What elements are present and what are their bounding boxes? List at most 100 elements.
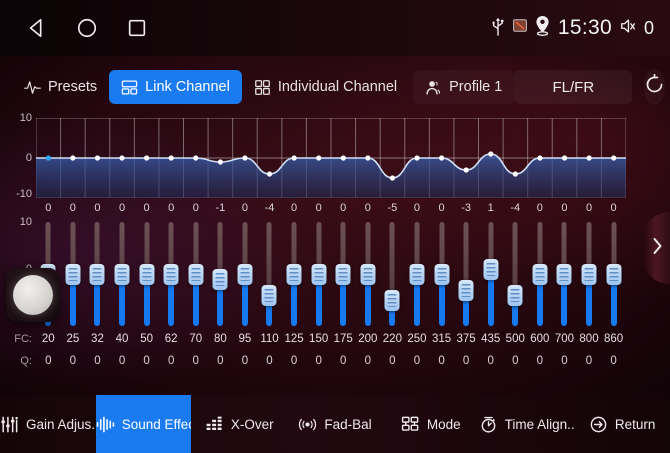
eq-curve-point[interactable] — [414, 155, 420, 161]
q-value[interactable]: 0 — [118, 355, 126, 367]
eq-band-slider[interactable] — [601, 220, 626, 328]
eq-band-slider[interactable] — [233, 220, 258, 328]
q-value[interactable]: 0 — [610, 355, 617, 367]
slider-thumb[interactable] — [139, 264, 155, 285]
fc-value[interactable]: 125 — [284, 333, 304, 345]
eq-band-slider[interactable] — [61, 220, 86, 328]
q-value[interactable]: 0 — [217, 355, 224, 367]
q-value[interactable]: 0 — [290, 355, 298, 367]
eq-band-slider[interactable] — [282, 220, 307, 328]
slider-thumb[interactable] — [409, 264, 425, 285]
q-value[interactable]: 0 — [266, 355, 273, 367]
q-value[interactable]: 0 — [462, 355, 470, 367]
slider-thumb[interactable] — [237, 264, 253, 285]
eq-band-slider[interactable] — [85, 220, 110, 328]
eq-band-slider[interactable] — [429, 220, 454, 328]
refresh-button[interactable] — [644, 69, 666, 105]
slider-thumb[interactable] — [188, 264, 204, 285]
fc-value[interactable]: 70 — [189, 333, 203, 345]
slider-thumb[interactable] — [286, 264, 302, 285]
slider-thumb[interactable] — [434, 264, 450, 285]
eq-curve-point[interactable] — [70, 155, 76, 161]
tab-link-channel[interactable]: Link Channel — [109, 70, 242, 104]
fc-value[interactable]: 80 — [213, 333, 227, 345]
eq-curve-point[interactable] — [45, 155, 51, 161]
slider-track[interactable] — [512, 222, 518, 326]
fc-value[interactable]: 32 — [91, 333, 104, 345]
slider-thumb[interactable] — [114, 264, 130, 285]
tab-individual-channel[interactable]: Individual Channel — [242, 70, 409, 104]
slider-thumb[interactable] — [311, 264, 327, 285]
q-value[interactable]: 0 — [192, 355, 199, 367]
eq-band-slider[interactable] — [577, 220, 602, 328]
eq-curve-point[interactable] — [193, 155, 199, 161]
q-value[interactable]: 0 — [536, 355, 544, 367]
q-value[interactable]: 0 — [364, 355, 371, 367]
eq-band-slider[interactable] — [208, 220, 233, 328]
recents-square-icon[interactable] — [126, 17, 148, 39]
eq-band-slider[interactable] — [552, 220, 577, 328]
slider-thumb[interactable] — [532, 264, 548, 285]
eq-band-slider[interactable] — [528, 220, 553, 328]
fc-value[interactable]: 435 — [481, 333, 501, 345]
eq-band-slider[interactable] — [380, 220, 405, 328]
bottom-nav-mode[interactable]: Mode — [383, 395, 479, 453]
eq-curve-graph[interactable]: 10 0 -10 — [0, 112, 670, 200]
fc-value[interactable]: 95 — [238, 333, 252, 345]
eq-band-slider[interactable] — [306, 220, 331, 328]
eq-curve-point[interactable] — [316, 155, 322, 161]
slider-track[interactable] — [463, 222, 469, 326]
eq-band-slider[interactable] — [257, 220, 282, 328]
fc-value[interactable]: 700 — [554, 333, 575, 345]
slider-thumb[interactable] — [335, 264, 351, 285]
home-circle-icon[interactable] — [76, 17, 98, 39]
fc-value[interactable]: 860 — [603, 333, 624, 345]
slider-thumb[interactable] — [458, 279, 474, 301]
eq-band-slider[interactable] — [405, 220, 430, 328]
eq-curve-point[interactable] — [389, 175, 396, 181]
eq-curve-point[interactable] — [119, 155, 125, 161]
eq-band-slider[interactable] — [331, 220, 356, 328]
back-triangle-icon[interactable] — [26, 17, 48, 39]
fc-value[interactable]: 220 — [382, 333, 402, 345]
q-value[interactable]: 0 — [340, 355, 347, 367]
bottom-nav-return[interactable]: Return — [574, 395, 670, 453]
fc-value[interactable]: 110 — [260, 333, 279, 345]
channel-select-button[interactable]: FL/FR — [514, 70, 633, 104]
slider-thumb[interactable] — [163, 264, 179, 285]
tab-profile[interactable]: Profile 1 — [413, 70, 514, 104]
eq-curve-point[interactable] — [537, 155, 543, 161]
slider-thumb[interactable] — [483, 258, 499, 280]
fc-value[interactable]: 500 — [505, 333, 525, 345]
slider-thumb[interactable] — [507, 284, 523, 306]
eq-curve-point[interactable] — [266, 171, 273, 177]
eq-curve-point[interactable] — [586, 155, 592, 161]
eq-curve-point[interactable] — [291, 155, 297, 161]
eq-band-slider[interactable] — [356, 220, 381, 328]
eq-curve-point[interactable] — [242, 155, 248, 161]
eq-curve-point[interactable] — [365, 155, 371, 161]
fc-value[interactable]: 40 — [115, 333, 129, 345]
eq-curve-point[interactable] — [561, 155, 568, 161]
eq-curve-point[interactable] — [488, 151, 494, 157]
fc-value[interactable]: 150 — [309, 333, 329, 345]
q-value[interactable]: 0 — [69, 355, 77, 367]
fc-value[interactable]: 250 — [407, 333, 427, 345]
bottom-nav-sound-effec[interactable]: Sound Effec — [95, 395, 192, 453]
bottom-nav-fad-bal[interactable]: Fad-Bal — [287, 395, 383, 453]
eq-band-slider[interactable] — [110, 220, 135, 328]
slider-thumb[interactable] — [384, 290, 400, 311]
slider-thumb[interactable] — [212, 269, 228, 291]
slider-track[interactable] — [389, 222, 395, 326]
fc-value[interactable]: 200 — [358, 333, 378, 345]
eq-band-slider[interactable] — [183, 220, 208, 328]
eq-band-sliders[interactable] — [36, 220, 626, 328]
eq-band-slider[interactable] — [159, 220, 184, 328]
slider-thumb[interactable] — [581, 264, 597, 285]
q-value[interactable]: 0 — [585, 355, 593, 367]
q-value[interactable]: 0 — [143, 355, 150, 367]
fc-value[interactable]: 20 — [41, 333, 55, 345]
bottom-nav-time-align[interactable]: Time Align.. — [479, 395, 574, 453]
eq-band-slider[interactable] — [503, 220, 528, 328]
q-value[interactable]: 0 — [389, 355, 396, 367]
